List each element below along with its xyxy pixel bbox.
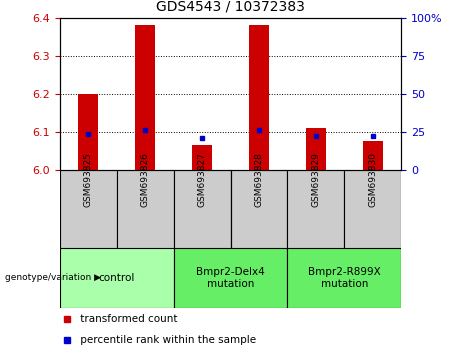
Text: GSM693825: GSM693825 (84, 153, 93, 207)
Bar (117, 170, 174, 248)
Bar (230, 170, 287, 248)
Bar (287, 170, 344, 248)
Bar (60, 170, 117, 248)
Text: Bmpr2-R899X
mutation: Bmpr2-R899X mutation (308, 267, 381, 289)
Text: GSM693828: GSM693828 (254, 153, 263, 207)
Text: Bmpr2-Delx4
mutation: Bmpr2-Delx4 mutation (196, 267, 265, 289)
Bar (60, 248, 174, 308)
Bar (363, 141, 383, 170)
Text: GSM693826: GSM693826 (141, 153, 150, 207)
Text: GSM693830: GSM693830 (368, 152, 377, 207)
Bar (78, 94, 98, 170)
Text: genotype/variation ▶: genotype/variation ▶ (5, 273, 100, 282)
Bar (135, 25, 155, 170)
Bar (174, 170, 230, 248)
Text: percentile rank within the sample: percentile rank within the sample (77, 335, 256, 345)
Text: control: control (99, 273, 135, 283)
Text: GSM693829: GSM693829 (311, 153, 320, 207)
Bar (287, 248, 401, 308)
Bar (306, 128, 326, 170)
Bar (174, 248, 287, 308)
Title: GDS4543 / 10372383: GDS4543 / 10372383 (156, 0, 305, 14)
Bar (249, 25, 269, 170)
Text: transformed count: transformed count (77, 314, 177, 324)
Text: GSM693827: GSM693827 (198, 153, 207, 207)
Bar (344, 170, 401, 248)
Bar (192, 145, 212, 170)
